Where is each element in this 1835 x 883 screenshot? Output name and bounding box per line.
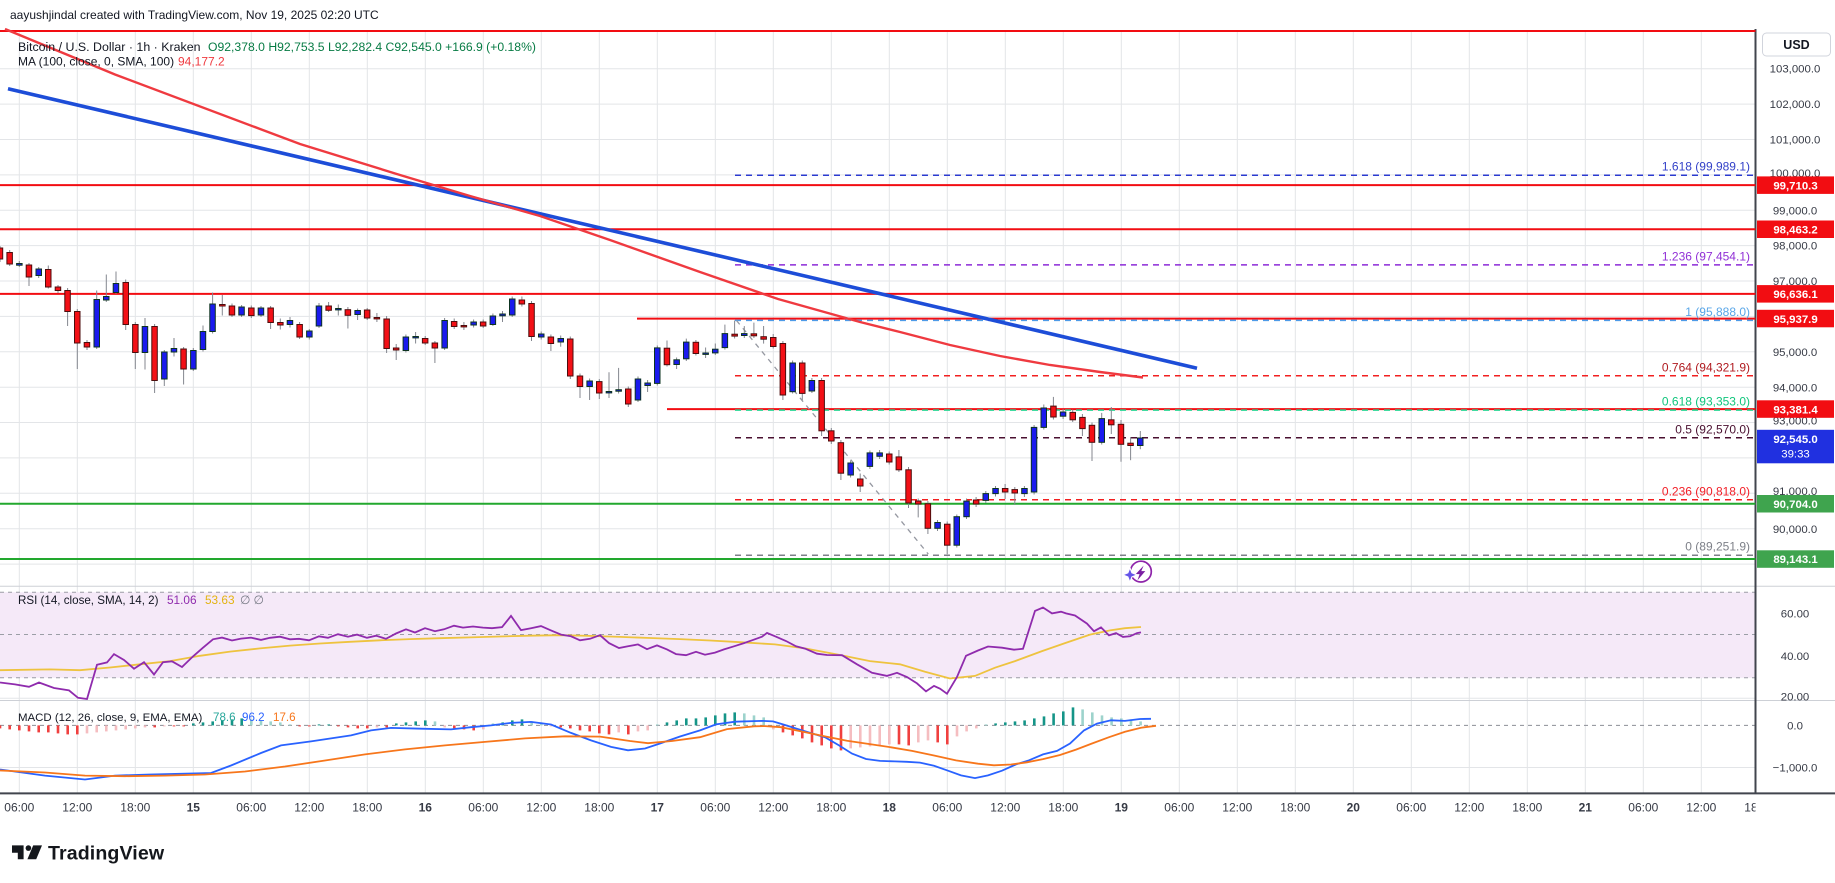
svg-text:18:00: 18:00 <box>1512 801 1542 815</box>
svg-text:12:00: 12:00 <box>1222 801 1252 815</box>
svg-text:103,000.0: 103,000.0 <box>1770 64 1821 76</box>
svg-text:17.6: 17.6 <box>273 711 296 724</box>
svg-text:USD: USD <box>1783 38 1809 52</box>
svg-text:TradingView: TradingView <box>48 843 165 865</box>
svg-text:20.00: 20.00 <box>1781 692 1810 704</box>
svg-text:0.5 (92,570.0): 0.5 (92,570.0) <box>1675 422 1750 436</box>
svg-text:15: 15 <box>187 801 201 815</box>
svg-text:102,000.0: 102,000.0 <box>1770 99 1821 111</box>
svg-text:MA (100, close, 0, SMA, 100): MA (100, close, 0, SMA, 100) <box>18 55 174 69</box>
svg-text:99,000.0: 99,000.0 <box>1773 205 1817 217</box>
svg-text:98,000.0: 98,000.0 <box>1773 241 1817 253</box>
svg-text:06:00: 06:00 <box>700 801 730 815</box>
svg-text:06:00: 06:00 <box>1628 801 1658 815</box>
svg-text:06:00: 06:00 <box>932 801 962 815</box>
svg-text:RSI (14, close, SMA, 14, 2): RSI (14, close, SMA, 14, 2) <box>18 594 159 607</box>
svg-text:MACD (12, 26, close, 9, EMA, E: MACD (12, 26, close, 9, EMA, EMA) <box>18 712 203 724</box>
svg-text:1 (95,888.0): 1 (95,888.0) <box>1685 305 1750 319</box>
svg-text:aayushjindal created with Trad: aayushjindal created with TradingView.co… <box>10 8 379 22</box>
svg-text:39:33: 39:33 <box>1781 449 1810 461</box>
svg-text:93,381.4: 93,381.4 <box>1773 404 1818 416</box>
svg-text:101,000.0: 101,000.0 <box>1770 135 1821 147</box>
svg-text:20: 20 <box>1347 801 1361 815</box>
svg-text:0.764 (94,321.9): 0.764 (94,321.9) <box>1662 360 1750 374</box>
svg-text:53.63: 53.63 <box>205 593 235 607</box>
svg-text:12:00: 12:00 <box>1686 801 1716 815</box>
svg-text:18:00: 18:00 <box>1280 801 1310 815</box>
svg-text:−1,000.0: −1,000.0 <box>1773 763 1818 775</box>
svg-text:17: 17 <box>651 801 665 815</box>
svg-text:12:00: 12:00 <box>294 801 324 815</box>
svg-text:Bitcoin / U.S. Dollar · 1h · K: Bitcoin / U.S. Dollar · 1h · Kraken <box>18 40 201 54</box>
svg-text:18:00: 18:00 <box>816 801 846 815</box>
svg-text:18:00: 18:00 <box>120 801 150 815</box>
svg-text:06:00: 06:00 <box>1396 801 1426 815</box>
svg-text:51.06: 51.06 <box>167 593 197 607</box>
svg-text:06:00: 06:00 <box>1164 801 1194 815</box>
svg-text:94,000.0: 94,000.0 <box>1773 382 1817 394</box>
svg-text:12:00: 12:00 <box>758 801 788 815</box>
svg-text:40.00: 40.00 <box>1781 651 1810 663</box>
svg-text:94,177.2: 94,177.2 <box>178 55 225 69</box>
svg-text:78.6: 78.6 <box>213 711 236 724</box>
svg-text:0.0: 0.0 <box>1787 720 1803 732</box>
svg-text:96.2: 96.2 <box>242 711 265 724</box>
svg-text:16: 16 <box>419 801 433 815</box>
svg-text:93,000.0: 93,000.0 <box>1773 416 1817 428</box>
svg-text:1.618 (99,989.1): 1.618 (99,989.1) <box>1662 160 1750 174</box>
svg-text:95,937.9: 95,937.9 <box>1773 314 1817 326</box>
svg-text:12:00: 12:00 <box>1454 801 1484 815</box>
svg-text:∅ ∅: ∅ ∅ <box>240 593 264 607</box>
svg-text:60.00: 60.00 <box>1781 608 1810 620</box>
svg-text:99,710.3: 99,710.3 <box>1773 180 1817 192</box>
svg-text:21: 21 <box>1579 801 1593 815</box>
svg-text:98,463.2: 98,463.2 <box>1773 224 1817 236</box>
svg-text:18:00: 18:00 <box>352 801 382 815</box>
svg-text:89,143.1: 89,143.1 <box>1773 554 1818 566</box>
svg-text:12:00: 12:00 <box>526 801 556 815</box>
svg-text:06:00: 06:00 <box>468 801 498 815</box>
svg-text:1.236 (97,454.1): 1.236 (97,454.1) <box>1662 249 1750 263</box>
svg-text:95,000.0: 95,000.0 <box>1773 347 1817 359</box>
svg-text:18:00: 18:00 <box>1048 801 1078 815</box>
svg-text:90,704.0: 90,704.0 <box>1773 499 1817 511</box>
svg-text:O92,378.0 H92,753.5 L92,282.: O92,378.0 H92,753.5 L92,282.4 C92,545.0 … <box>208 40 536 54</box>
svg-text:92,545.0: 92,545.0 <box>1773 434 1817 446</box>
svg-text:06:00: 06:00 <box>236 801 266 815</box>
svg-text:12:00: 12:00 <box>62 801 92 815</box>
svg-text:90,000.0: 90,000.0 <box>1773 524 1817 536</box>
svg-text:0.618 (93,353.0): 0.618 (93,353.0) <box>1662 395 1750 409</box>
svg-text:06:00: 06:00 <box>4 801 34 815</box>
svg-text:18:00: 18:00 <box>584 801 614 815</box>
svg-text:18: 18 <box>883 801 897 815</box>
svg-text:96,636.1: 96,636.1 <box>1773 289 1818 301</box>
svg-text:12:00: 12:00 <box>990 801 1020 815</box>
svg-text:0.236 (90,818.0): 0.236 (90,818.0) <box>1662 484 1750 498</box>
svg-text:0 (89,251.9): 0 (89,251.9) <box>1685 540 1750 554</box>
svg-text:19: 19 <box>1115 801 1129 815</box>
svg-text:18:00: 18:00 <box>1744 801 1774 815</box>
